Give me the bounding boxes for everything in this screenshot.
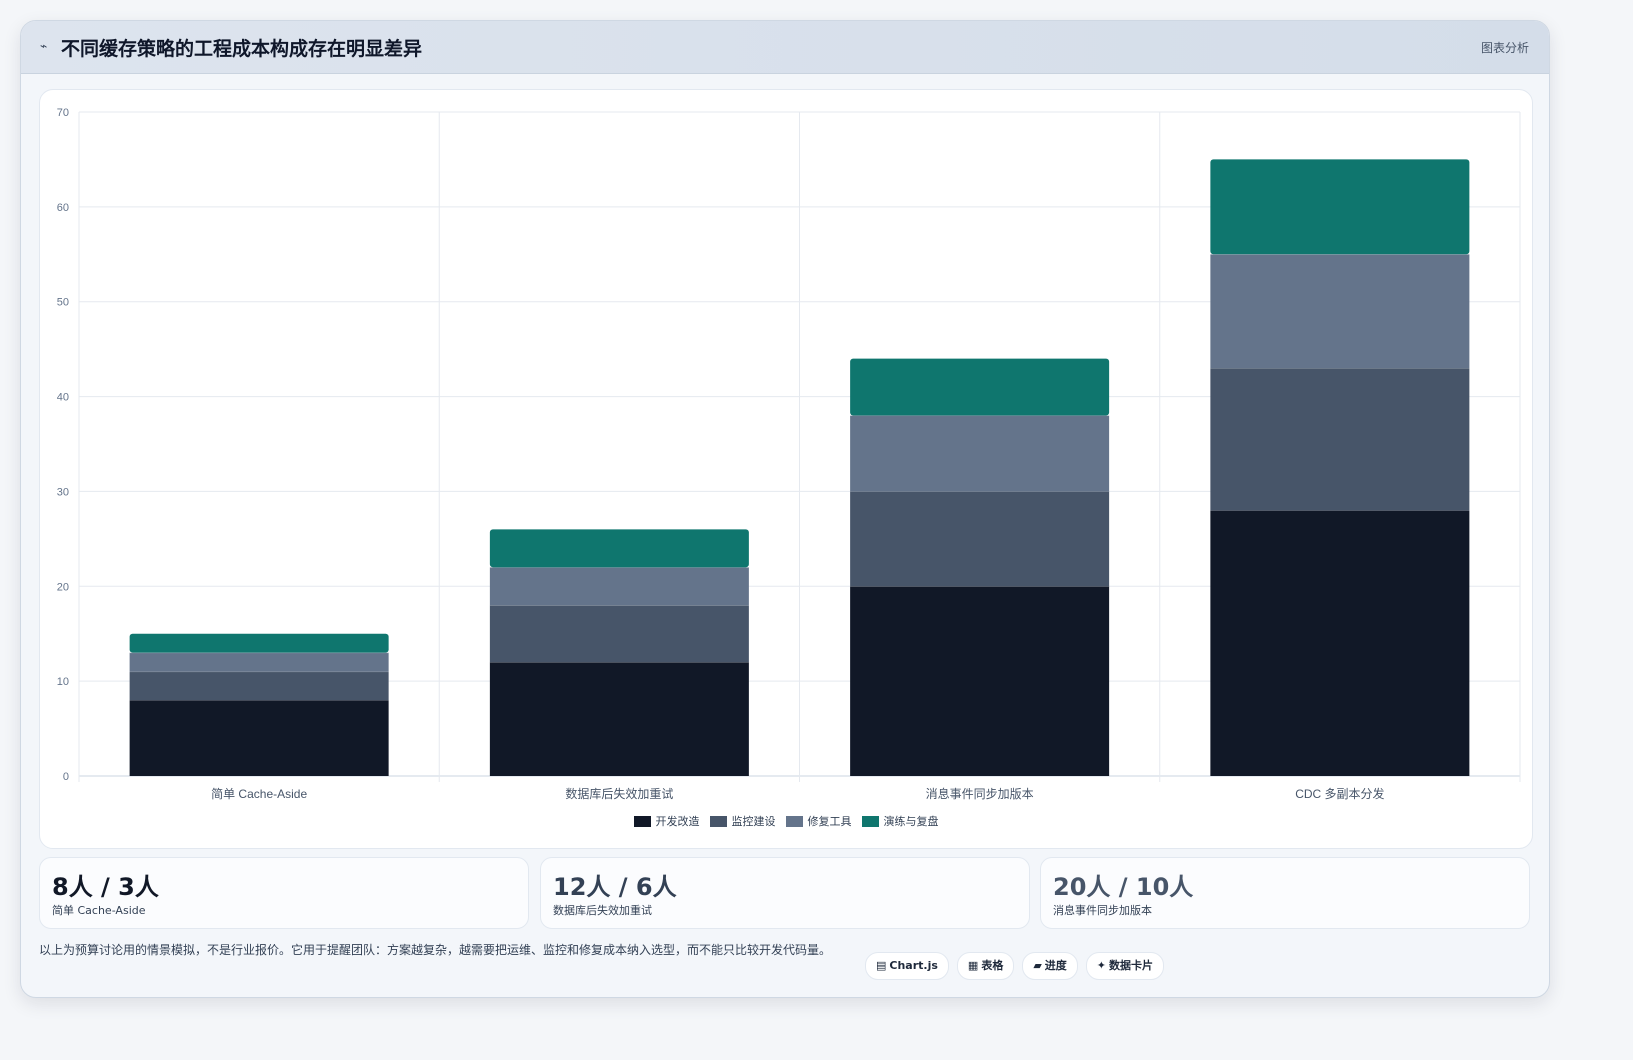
bar-segment	[489, 605, 749, 663]
chart-legend: 开发改造 监控建设 修复工具 演练与复盘	[40, 812, 1532, 830]
stat-card-cache-aside: 8人 / 3人 简单 Cache-Aside	[39, 857, 529, 929]
x-tick-label: 消息事件同步加版本	[926, 786, 1034, 801]
legend-item[interactable]: 开发改造	[633, 813, 700, 829]
y-tick-label: 50	[57, 297, 69, 309]
y-tick-label: 30	[57, 486, 69, 498]
bar-segment	[850, 415, 1110, 492]
stat-value: 20人 / 10人	[1053, 873, 1194, 901]
trend-icon: ⌁	[40, 39, 48, 53]
stat-label: 简单 Cache-Aside	[52, 904, 146, 917]
bar-segment	[129, 652, 389, 672]
legend-swatch	[633, 815, 651, 827]
bar-segment	[1210, 368, 1470, 511]
sparkle-icon: ✦	[1096, 959, 1107, 972]
chip-label: 表格	[981, 959, 1004, 972]
card-title: 不同缓存策略的工程成本构成存在明显差异	[61, 38, 423, 60]
bar-segment	[489, 567, 749, 606]
legend-swatch	[709, 815, 727, 827]
y-tick-label: 20	[57, 581, 69, 593]
bar-segment	[850, 586, 1110, 776]
footer-note: 以上为预算讨论用的情景模拟，不是行业报价。它用于提醒团队：方案越复杂，越需要把运…	[39, 943, 832, 957]
legend-label: 开发改造	[655, 815, 700, 828]
bar-segment	[129, 700, 389, 776]
chip-progress[interactable]: ▰ 进度	[1022, 952, 1078, 980]
bar-segment	[1210, 254, 1470, 369]
stat-card-event-sync: 20人 / 10人 消息事件同步加版本	[1040, 857, 1530, 929]
chart-card: ⌁ 不同缓存策略的工程成本构成存在明显差异 图表分析 0 10 20 30 40 50 60…	[20, 20, 1550, 998]
y-tick-label: 0	[63, 771, 69, 783]
bar-segment	[129, 671, 389, 701]
legend-label: 演练与复盘	[883, 815, 939, 828]
stacked-bar-chart: 0 10 20 30 40 50 60 70 简单 Cache-Aside 数据库后失效加重试 消息…	[57, 107, 1521, 801]
legend-item[interactable]: 修复工具	[785, 813, 852, 829]
stat-card-db-retry: 12人 / 6人 数据库后失效加重试	[540, 857, 1030, 929]
bar-segment	[489, 662, 749, 776]
legend-item[interactable]: 监控建设	[709, 813, 776, 829]
feature-chips: ▤ Chart.js ▦ 表格 ▰ 进度 ✦ 数据卡片	[865, 952, 1165, 980]
stat-label: 消息事件同步加版本	[1053, 904, 1152, 917]
progress-icon: ▰	[1033, 959, 1042, 972]
chip-data-card[interactable]: ✦ 数据卡片	[1085, 952, 1165, 980]
bar-segment-divider	[1210, 253, 1470, 255]
x-tick-label: CDC 多副本分发	[1295, 786, 1384, 801]
y-tick-label: 70	[57, 107, 69, 119]
bar-segment	[850, 491, 1110, 587]
x-tick-label: 数据库后失效加重试	[565, 786, 673, 801]
stat-value: 12人 / 6人	[553, 873, 677, 901]
stat-label: 数据库后失效加重试	[553, 904, 652, 917]
y-tick-label: 40	[57, 392, 69, 404]
legend-swatch	[861, 815, 879, 827]
legend-label: 监控建设	[731, 815, 776, 828]
chart-panel: 0 10 20 30 40 50 60 70 简单 Cache-Aside 数据库后失效加重试 消息…	[39, 89, 1533, 849]
bar-segment	[1210, 510, 1470, 776]
bar-segment	[489, 529, 749, 568]
chip-label: Chart.js	[889, 959, 938, 972]
chip-chartjs[interactable]: ▤ Chart.js	[865, 952, 949, 980]
chart-icon: ▤	[876, 959, 887, 972]
bar-segment	[129, 633, 389, 653]
card-header: ⌁ 不同缓存策略的工程成本构成存在明显差异 图表分析	[21, 21, 1549, 74]
bar-segment	[850, 358, 1110, 416]
legend-item[interactable]: 演练与复盘	[861, 813, 939, 829]
chip-table[interactable]: ▦ 表格	[956, 952, 1015, 980]
category-tag: 图表分析	[1480, 41, 1529, 55]
chip-label: 进度	[1044, 959, 1067, 972]
bar-segment	[1210, 159, 1470, 255]
table-icon: ▦	[967, 959, 979, 972]
legend-label: 修复工具	[807, 815, 852, 828]
y-tick-label: 60	[57, 202, 69, 214]
chip-label: 数据卡片	[1109, 959, 1154, 972]
y-tick-label: 10	[57, 676, 69, 688]
x-tick-label: 简单 Cache-Aside	[211, 787, 307, 801]
stat-value: 8人 / 3人	[52, 873, 159, 901]
bar-segment-divider	[489, 566, 749, 568]
legend-swatch	[785, 815, 803, 827]
